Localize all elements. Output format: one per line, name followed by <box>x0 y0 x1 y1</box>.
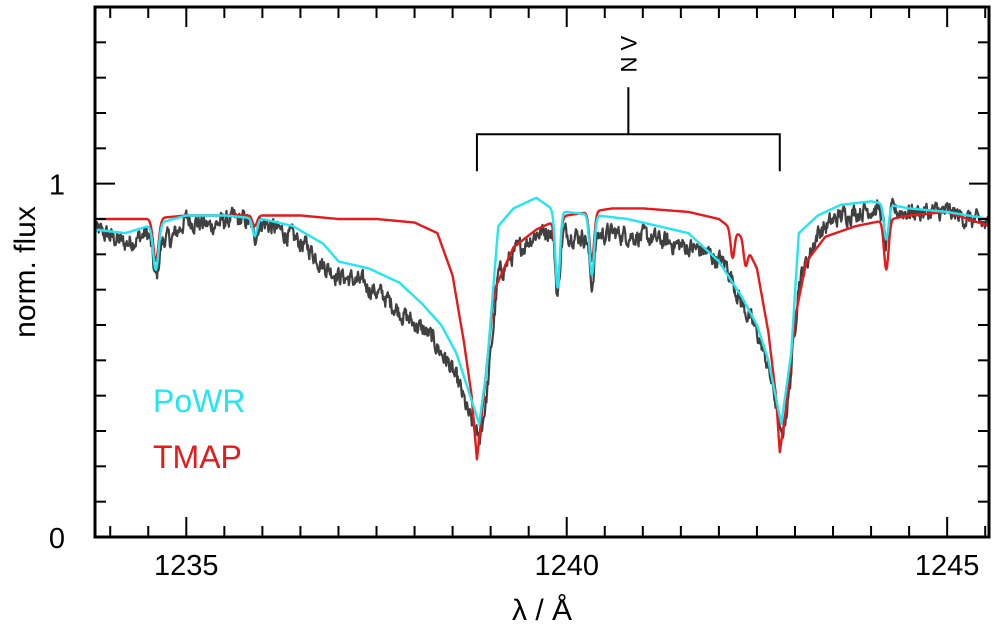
x-tick-label: 1235 <box>154 550 219 582</box>
ticks-layer: 1235 1240 1245 0 1 <box>49 6 989 582</box>
legend-tmap: TMAP <box>153 439 242 475</box>
nv-line-label: N V <box>616 36 641 73</box>
nv-line-marker: N V <box>475 36 781 172</box>
y-axis-label: norm. flux <box>9 206 42 338</box>
x-axis-label: λ / Å <box>512 594 572 627</box>
y-tick-label: 0 <box>49 523 65 555</box>
legend-powr: PoWR <box>153 383 245 419</box>
series-tmap-line <box>94 207 990 461</box>
plot-frame <box>93 5 991 539</box>
series-powr-line <box>94 196 990 426</box>
nv-bracket-line <box>475 133 781 172</box>
x-tick-label: 1240 <box>534 550 599 582</box>
series-layer <box>93 196 990 461</box>
observed-spectrum-line <box>93 197 990 446</box>
y-tick-label: 1 <box>49 170 65 202</box>
x-tick-label: 1245 <box>915 550 980 582</box>
